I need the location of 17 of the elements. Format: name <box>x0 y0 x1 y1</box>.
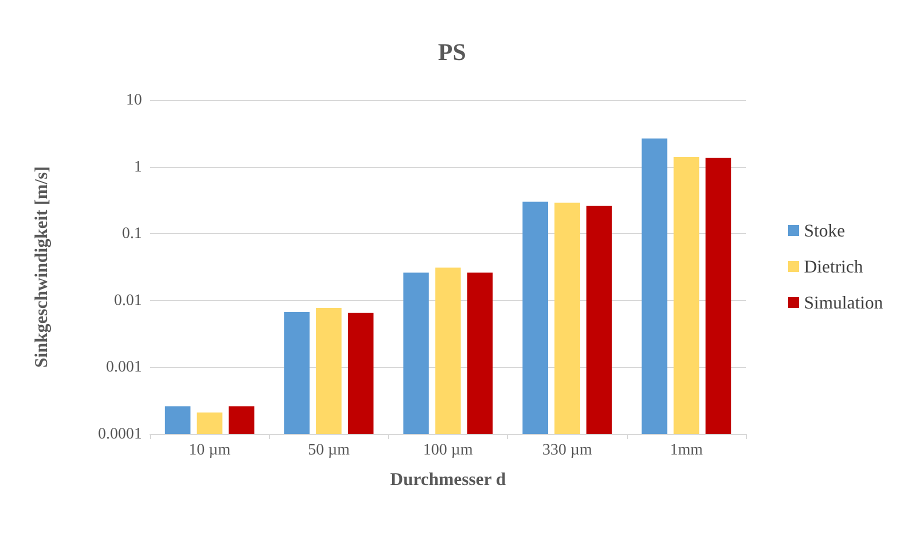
legend-label: Simulation <box>804 292 884 312</box>
y-tick-label: 1 <box>134 158 142 176</box>
y-axis-title: Sinkgeschwindigkeit [m/s] <box>31 166 51 368</box>
legend-label: Stoke <box>804 220 846 240</box>
x-tick-label: 50 µm <box>308 442 350 458</box>
x-tick-label: 10 µm <box>188 442 231 458</box>
x-tick-label: 330 µm <box>542 442 593 458</box>
y-tick-label: 10 <box>126 92 142 108</box>
chart-title: PS <box>438 40 466 66</box>
y-tick-label: 0.0001 <box>98 426 142 442</box>
y-tick-label: 0.01 <box>114 292 142 309</box>
y-tick-label: 0.1 <box>122 225 142 242</box>
x-tick-label: 1mm <box>670 442 704 458</box>
y-tick-label: 0.001 <box>106 358 142 376</box>
x-tick-label: 100 µm <box>423 442 474 458</box>
legend-label: Dietrich <box>804 256 863 276</box>
x-axis-title: Durchmesser d <box>390 469 506 489</box>
